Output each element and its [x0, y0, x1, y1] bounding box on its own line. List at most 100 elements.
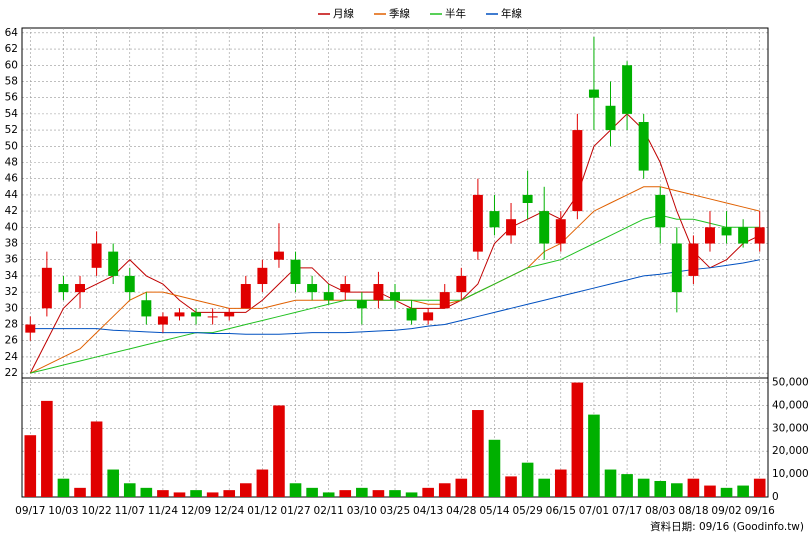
- x-tick-label: 05/14: [479, 505, 510, 517]
- volume-bar: [273, 405, 285, 497]
- volume-bar: [571, 382, 584, 497]
- candle-body: [356, 300, 367, 309]
- candle-body: [390, 292, 400, 301]
- candle-body: [572, 130, 583, 212]
- volume-bar: [256, 469, 269, 497]
- x-tick-label: 09/02: [711, 505, 741, 517]
- x-tick-label: 10/03: [48, 505, 78, 517]
- x-tick-label: 02/11: [314, 505, 344, 517]
- volume-bar: [107, 469, 119, 497]
- x-tick-label: 03/10: [347, 505, 377, 517]
- y-tick-label: 50,000: [772, 377, 808, 389]
- candle-body: [522, 194, 533, 203]
- x-tick-label: 12/24: [214, 505, 245, 517]
- candle-body: [688, 243, 699, 276]
- y-tick-label: 46: [5, 173, 19, 185]
- candle-body: [605, 105, 616, 131]
- volume-bar: [720, 487, 733, 497]
- candle-body: [191, 312, 202, 317]
- y-tick-label: 40: [5, 221, 18, 233]
- x-tick-label: 07/01: [579, 505, 609, 517]
- candle-body: [439, 292, 450, 309]
- candle-body: [108, 251, 119, 276]
- candle-body: [456, 275, 467, 293]
- y-tick-label: 30: [5, 302, 18, 314]
- candle-body: [721, 227, 732, 236]
- volume-bar: [405, 492, 418, 497]
- x-tick-label: 05/29: [512, 505, 542, 517]
- legend-label: 季線: [389, 7, 410, 20]
- candle-body: [555, 219, 566, 244]
- y-tick-label: 28: [5, 319, 18, 331]
- candle-body: [340, 284, 351, 293]
- x-tick-label: 08/03: [645, 505, 675, 517]
- volume-bar: [90, 421, 103, 497]
- volume-bar: [521, 462, 534, 497]
- x-tick-label: 01/12: [247, 505, 277, 517]
- volume-bar: [140, 487, 153, 497]
- volume-bar: [554, 469, 567, 497]
- y-tick-label: 34: [5, 270, 19, 282]
- y-tick-label: 20,000: [772, 445, 808, 457]
- volume-bar: [621, 474, 633, 497]
- volume-bar: [372, 490, 385, 497]
- legend-label: 年線: [501, 7, 522, 20]
- volume-bar: [306, 487, 318, 497]
- volume-bar: [74, 487, 86, 497]
- x-tick-label: 01/27: [280, 505, 310, 517]
- legend-label: 月線: [333, 7, 354, 20]
- volume-bar: [472, 410, 484, 497]
- volume-bar: [206, 492, 219, 497]
- y-tick-label: 22: [5, 367, 18, 379]
- y-tick-label: 10,000: [772, 468, 808, 480]
- volume-bar: [322, 492, 335, 497]
- candle-body: [240, 284, 251, 309]
- volume-bar: [157, 490, 169, 497]
- x-tick-label: 04/28: [446, 505, 476, 517]
- x-tick-label: 04/13: [413, 505, 443, 517]
- candle-body: [655, 194, 666, 228]
- candle-body: [506, 219, 517, 236]
- y-tick-label: 54: [5, 108, 19, 120]
- volume-bar: [538, 478, 551, 497]
- candle-body: [290, 259, 301, 285]
- candle-body: [25, 324, 36, 333]
- candle-body: [539, 211, 550, 244]
- candle-body: [257, 267, 268, 285]
- y-tick-label: 42: [5, 205, 18, 217]
- volume-bar: [190, 490, 202, 497]
- volume-bar: [223, 490, 236, 497]
- x-tick-label: 10/22: [81, 505, 111, 517]
- x-tick-label: 06/15: [546, 505, 576, 517]
- volume-bar: [588, 414, 600, 497]
- x-tick-label: 11/07: [115, 505, 145, 517]
- volume-bar: [422, 487, 434, 497]
- candle-body: [622, 65, 633, 114]
- y-tick-label: 64: [5, 27, 19, 39]
- x-tick-label: 08/18: [678, 505, 708, 517]
- candle-body: [705, 227, 715, 244]
- candle-body: [373, 284, 384, 301]
- volume-bar: [488, 439, 501, 497]
- candle-body: [174, 312, 185, 317]
- y-tick-label: 56: [5, 92, 19, 104]
- volume-bar: [173, 492, 186, 497]
- x-tick-label: 03/25: [380, 505, 410, 517]
- y-tick-label: 26: [5, 335, 19, 347]
- candle-body: [207, 316, 218, 318]
- x-tick-label: 07/17: [612, 505, 642, 517]
- y-tick-label: 52: [5, 124, 18, 136]
- volume-bar: [455, 478, 468, 497]
- candle-body: [472, 194, 483, 252]
- volume-bar: [389, 490, 401, 497]
- y-tick-label: 36: [5, 254, 19, 266]
- ma-line: [30, 259, 760, 335]
- volume-bar: [438, 483, 451, 497]
- volume-bar: [604, 469, 617, 497]
- volume-bar: [505, 476, 517, 497]
- candle-body: [489, 211, 500, 228]
- candle-body: [224, 312, 235, 317]
- legend-label: 半年: [445, 7, 466, 20]
- y-tick-label: 0: [772, 491, 779, 503]
